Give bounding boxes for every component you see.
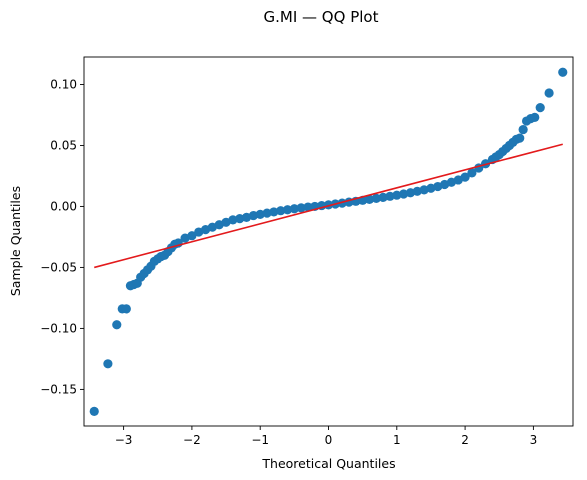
data-point: [399, 189, 409, 199]
axes: −3 −2 −1 0 1 2 3 −0.15 −0.10 −0.05 0.00 0.05 0.10: [40, 77, 537, 447]
data-points: [89, 67, 568, 416]
y-tick-label: −0.15: [40, 382, 77, 396]
reference-line: [94, 143, 563, 269]
y-tick-label: −0.10: [40, 321, 77, 335]
data-point: [385, 191, 395, 201]
data-point: [460, 172, 470, 182]
plot-frame: [83, 56, 574, 427]
reference-line-group: [94, 143, 563, 269]
data-point: [544, 88, 554, 98]
data-point: [262, 208, 272, 218]
data-point: [248, 210, 258, 221]
data-point: [235, 214, 245, 224]
data-point: [518, 124, 528, 135]
x-tick-label: 1: [393, 433, 401, 447]
data-point: [121, 304, 131, 314]
data-point: [276, 206, 286, 216]
data-point: [378, 192, 388, 202]
data-point: [282, 205, 293, 215]
x-tick-label: −2: [183, 433, 201, 447]
y-tick-label: −0.05: [40, 260, 77, 274]
data-point: [535, 103, 545, 113]
x-tick-label: 3: [530, 433, 538, 447]
data-point: [530, 112, 540, 122]
data-point: [187, 231, 197, 241]
data-point: [296, 203, 306, 213]
y-tick-label: 0.00: [50, 199, 77, 213]
x-tick-label: 0: [325, 433, 333, 447]
data-point: [371, 193, 381, 203]
data-point: [392, 190, 402, 200]
data-point: [303, 202, 313, 212]
plot-area: [83, 56, 574, 427]
data-point: [558, 67, 568, 77]
data-point: [89, 406, 99, 416]
chart-title: G.MI — QQ Plot: [264, 8, 379, 26]
x-tick-label: −1: [251, 433, 269, 447]
data-point: [269, 207, 279, 217]
data-point: [255, 209, 265, 219]
data-point: [112, 320, 122, 330]
data-point: [364, 194, 375, 204]
data-point: [228, 215, 238, 225]
data-point: [412, 186, 422, 196]
data-point: [467, 168, 477, 178]
data-point: [103, 359, 113, 369]
x-axis-label: Theoretical Quantiles: [261, 456, 395, 471]
data-point: [289, 204, 299, 214]
y-axis-label: Sample Quantiles: [8, 186, 23, 296]
x-tick-label: 2: [461, 433, 469, 447]
x-tick-label: −3: [115, 433, 133, 447]
y-tick-label: 0.05: [50, 138, 77, 152]
y-tick-label: 0.10: [50, 77, 77, 91]
data-point: [515, 133, 525, 143]
